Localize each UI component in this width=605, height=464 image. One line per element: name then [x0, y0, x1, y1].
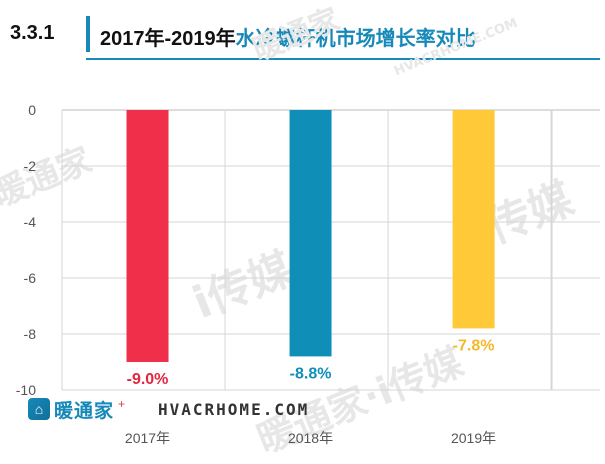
logo-text: 暖通家	[54, 400, 115, 422]
bar-0	[126, 110, 169, 362]
bar-chart: 0-2-4-6-8-10 -9.0% -8.8%-7.8% 2017年 2018年 2…	[16, 102, 600, 446]
data-label-2: -7.8%	[453, 337, 495, 354]
y-tick-label: -2	[24, 158, 37, 174]
y-tick-label: -4	[24, 214, 37, 230]
y-tick-label: -6	[24, 270, 37, 286]
chart-title-years: 2017年-2019年	[100, 28, 236, 50]
y-tick-label: -10	[16, 382, 36, 398]
category-label-0: 2017年	[125, 430, 170, 446]
chart-title-subject: 水冷螺杆机市场增长率对比	[235, 28, 476, 50]
x-axis-labels: 2017年 2018年 2019年	[125, 430, 496, 446]
y-tick-label: -8	[24, 326, 37, 342]
bar-1	[289, 110, 332, 357]
y-tick-label: 0	[28, 102, 36, 118]
logo-plus-icon: +	[118, 397, 126, 411]
data-label-0: -9.0%	[127, 371, 169, 388]
footer-logo: ⌂ 暖通家 +	[28, 396, 125, 422]
category-label-1: 2018年	[288, 430, 333, 446]
bar-2	[452, 110, 495, 329]
header-accent-bar	[86, 16, 90, 52]
bars	[126, 110, 495, 362]
data-label-1: -8.8%	[290, 365, 332, 382]
chart-title: 2017年-2019年水冷螺杆机市场增长率对比	[100, 22, 476, 51]
logo-icon: ⌂	[28, 398, 50, 420]
header: 3.3.1 2017年-2019年水冷螺杆机市场增长率对比	[0, 0, 605, 62]
y-axis-ticks: 0 -2 -4 -6 -8 -10	[16, 102, 36, 398]
category-label-2: 2019年	[451, 430, 496, 446]
footer-url: HVACRHOME.COM	[158, 400, 310, 419]
header-underline	[86, 58, 600, 60]
data-labels: -9.0% -8.8% -7.8%	[127, 337, 495, 388]
section-number: 3.3.1	[10, 22, 55, 44]
